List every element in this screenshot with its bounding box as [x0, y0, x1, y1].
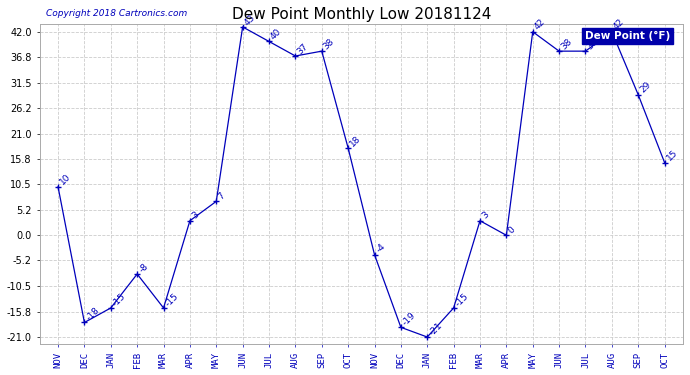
Text: Dew Point (°F): Dew Point (°F) — [585, 31, 670, 41]
Text: 38: 38 — [559, 37, 573, 51]
Text: -15: -15 — [111, 291, 128, 308]
Text: Copyright 2018 Cartronics.com: Copyright 2018 Cartronics.com — [46, 9, 187, 18]
Text: 42: 42 — [533, 18, 547, 32]
Text: 15: 15 — [664, 148, 679, 163]
Text: 10: 10 — [58, 172, 72, 187]
Title: Dew Point Monthly Low 20181124: Dew Point Monthly Low 20181124 — [232, 7, 491, 22]
Text: -18: -18 — [84, 306, 101, 322]
Text: 38: 38 — [586, 37, 600, 51]
Text: 7: 7 — [216, 191, 227, 201]
Text: 38: 38 — [322, 37, 336, 51]
Text: -15: -15 — [453, 291, 471, 308]
Text: -4: -4 — [375, 242, 387, 255]
Text: -21: -21 — [427, 320, 444, 337]
Text: 3: 3 — [190, 210, 200, 221]
Text: 42: 42 — [612, 18, 626, 32]
Text: 29: 29 — [638, 80, 653, 95]
Text: 18: 18 — [348, 134, 363, 148]
Text: -15: -15 — [164, 291, 180, 308]
Text: 0: 0 — [506, 225, 517, 235]
Text: 37: 37 — [295, 42, 310, 56]
Text: 3: 3 — [480, 210, 491, 221]
Text: -8: -8 — [137, 261, 150, 274]
Text: 43: 43 — [243, 12, 257, 27]
Text: -19: -19 — [401, 310, 417, 327]
Text: 40: 40 — [269, 27, 284, 42]
